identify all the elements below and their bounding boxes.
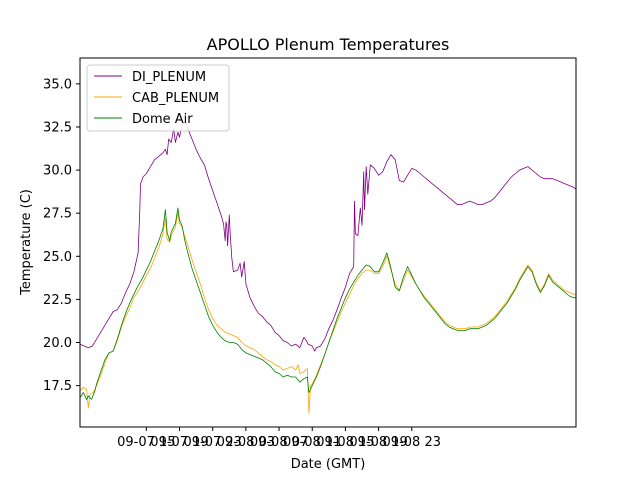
legend-box: [86, 64, 230, 132]
x-tick-label: 09-08 07: [250, 435, 308, 450]
series-line-cab-plenum: [80, 212, 576, 414]
x-tick-label: 09-07 15: [117, 435, 175, 450]
x-tick-label: 09-08 23: [383, 435, 441, 450]
x-tick-label: 09-07 23: [183, 435, 241, 450]
x-tick-label: 09-08 11: [283, 435, 341, 450]
y-axis-ticks: 17.5 20.0 22.5 25.0 27.5 30.0 32.5 35.0: [43, 77, 80, 394]
series-line-dome-air: [80, 207, 576, 400]
y-tick-label: 20.0: [43, 336, 72, 351]
x-tick-label: 09-08 19: [349, 435, 407, 450]
legend: DI_PLENUM CAB_PLENUM Dome Air: [86, 64, 230, 132]
x-tick-label: 09-07 19: [150, 435, 208, 450]
series-line-di-plenum: [80, 121, 576, 352]
legend-label-di-plenum: DI_PLENUM: [132, 70, 206, 85]
y-tick-label: 17.5: [43, 379, 72, 394]
legend-label-dome-air: Dome Air: [132, 112, 193, 127]
y-tick-label: 35.0: [43, 77, 72, 92]
y-tick-label: 27.5: [43, 207, 72, 222]
chart-title: APOLLO Plenum Temperatures: [207, 35, 450, 54]
y-axis-label: Temperature (C): [19, 189, 34, 296]
x-tick-label: 09-08 03: [217, 435, 275, 450]
x-axis-label: Date (GMT): [291, 457, 366, 472]
plot-frame: [79, 57, 577, 428]
y-tick-label: 22.5: [43, 293, 72, 308]
y-tick-label: 30.0: [43, 164, 72, 179]
series-layer: [80, 121, 576, 414]
y-tick-label: 25.0: [43, 250, 72, 265]
x-tick-label: 09-08 15: [316, 435, 374, 450]
legend-label-cab-plenum: CAB_PLENUM: [132, 91, 219, 106]
y-tick-label: 32.5: [43, 120, 72, 135]
